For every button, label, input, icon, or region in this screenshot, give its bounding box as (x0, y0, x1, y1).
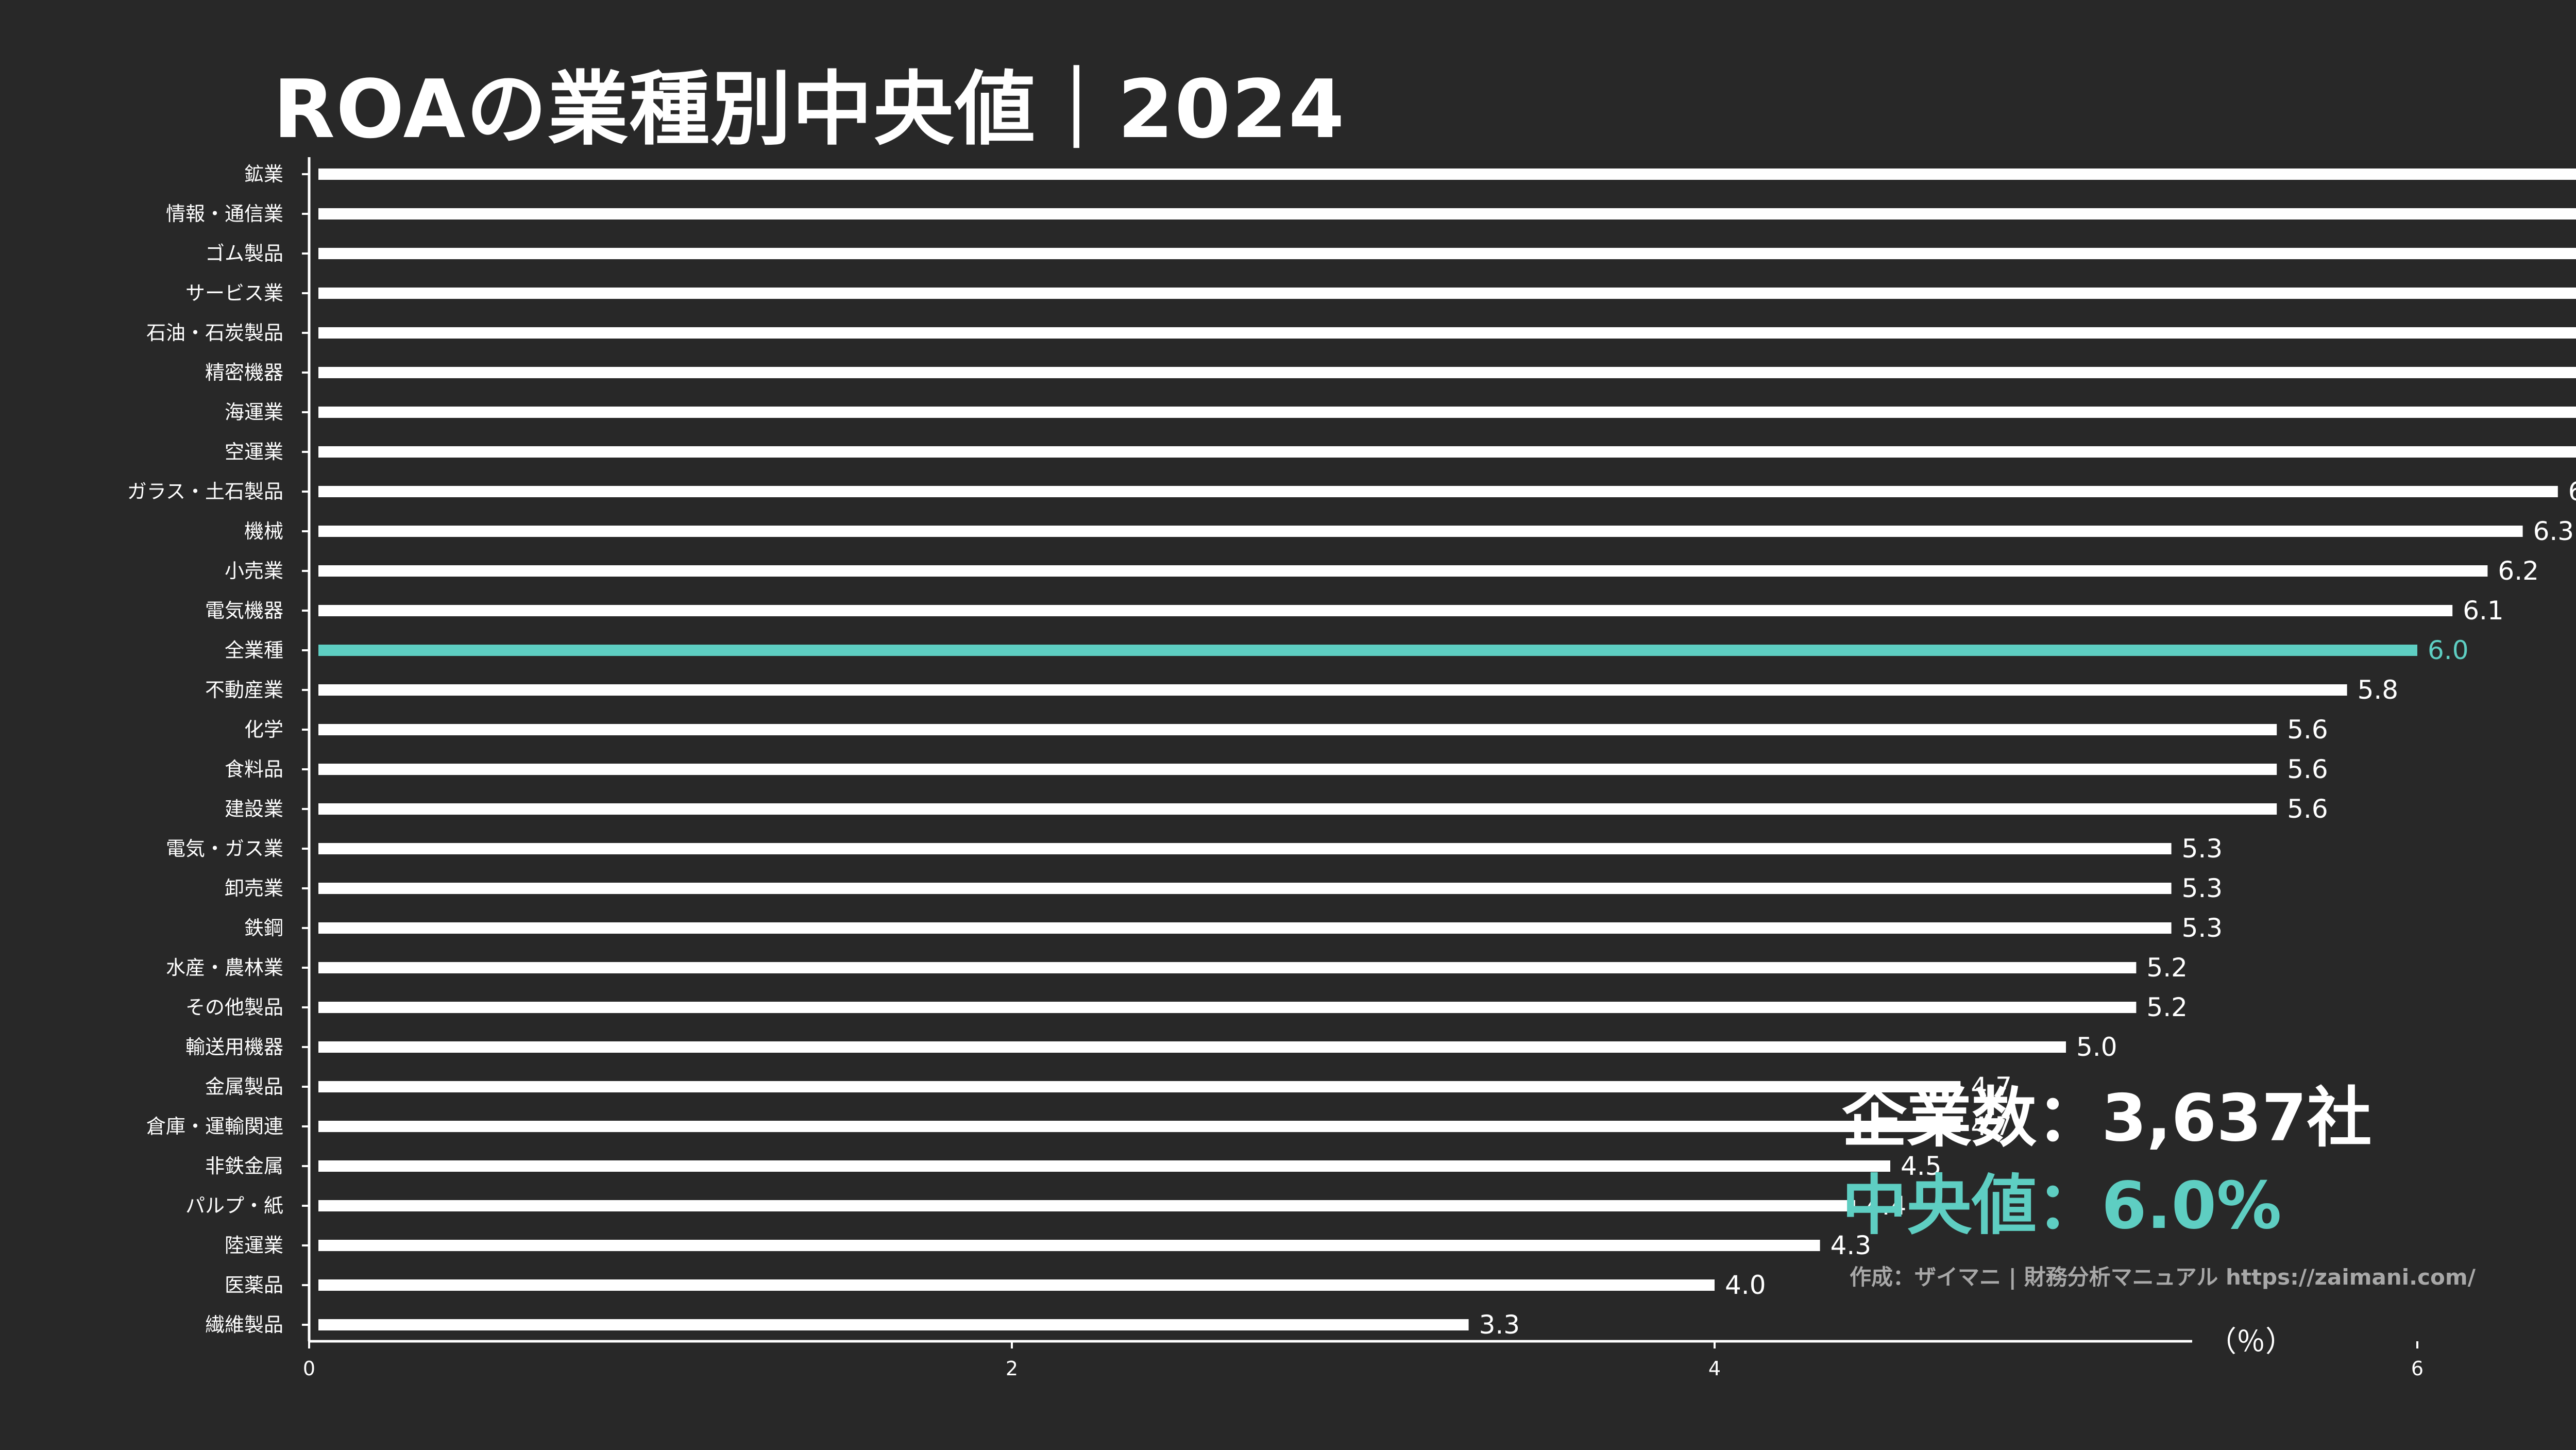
value-label: 5.3 (2182, 834, 2223, 864)
bars-layer: 鉱業10.7情報・通信業8.4ゴム製品7.3サービス業7.2石油・石炭製品7.2… (127, 163, 2576, 1340)
median-value: 中央値：6.0% (1842, 1168, 2282, 1243)
category-label: 卸売業 (225, 877, 283, 900)
value-label: 5.2 (2146, 992, 2188, 1022)
bar (318, 446, 2576, 458)
value-label: 4.7 (1971, 1072, 2012, 1102)
x-axis-label: （％） (2208, 1325, 2294, 1359)
x-tick-label: 6 (2411, 1357, 2424, 1380)
value-label: 5.8 (2358, 675, 2399, 705)
axes-layer: 0246810（％） (303, 157, 2424, 1380)
bar (318, 486, 2558, 497)
value-label: 6.4 (2568, 477, 2576, 507)
category-label: 金属製品 (205, 1075, 283, 1098)
value-label: 6.1 (2463, 596, 2504, 626)
category-label: その他製品 (185, 996, 283, 1019)
bar (318, 407, 2576, 418)
bar (318, 645, 2417, 656)
value-label: 6.0 (2428, 635, 2469, 665)
value-label: 4.5 (1901, 1151, 1942, 1181)
bar (318, 922, 2172, 934)
category-label: 輸送用機器 (185, 1036, 283, 1058)
bar (318, 208, 2576, 220)
value-label: 3.3 (1479, 1310, 1520, 1340)
value-label: 5.3 (2182, 873, 2223, 903)
x-tick-label: 2 (1006, 1357, 1018, 1380)
category-label: 海運業 (225, 401, 283, 424)
bar (318, 168, 2576, 180)
credit-text: 作成：ザイマニ | 財務分析マニュアル https://zaimani.com/ (1850, 1264, 2476, 1290)
bar (318, 565, 2488, 577)
bar (318, 1319, 1469, 1330)
bar (318, 1002, 2137, 1013)
category-label: 医薬品 (225, 1274, 283, 1296)
bar (318, 803, 2277, 815)
bar (318, 843, 2172, 854)
category-label: 全業種 (225, 639, 283, 662)
category-label: 精密機器 (205, 361, 283, 384)
bar (318, 605, 2453, 616)
bar (318, 684, 2347, 696)
value-label: 6.2 (2498, 556, 2539, 586)
bar (318, 1279, 1715, 1291)
category-label: 繊維製品 (205, 1313, 283, 1336)
bar (318, 1121, 1961, 1132)
category-label: 建設業 (225, 798, 283, 820)
bar (318, 1200, 1855, 1211)
value-label: 6.3 (2533, 516, 2574, 546)
chart-title: ROAの業種別中央値｜2024 (273, 62, 1346, 156)
category-label: 鉱業 (244, 163, 283, 186)
category-label: 陸運業 (225, 1234, 283, 1257)
category-label: パルプ・紙 (185, 1194, 283, 1217)
bar (318, 367, 2576, 378)
category-label: 倉庫・運輸関連 (146, 1115, 283, 1138)
bar (318, 724, 2277, 735)
category-label: 機械 (244, 520, 283, 543)
bar (318, 1041, 2066, 1053)
value-label: 4.3 (1831, 1230, 1872, 1260)
category-label: ゴム製品 (205, 242, 283, 265)
value-label: 4.0 (1725, 1270, 1766, 1300)
category-label: 電気機器 (205, 599, 283, 622)
category-label: 非鉄金属 (205, 1155, 283, 1177)
category-label: 石油・石炭製品 (146, 322, 283, 344)
value-label: 5.6 (2287, 715, 2328, 745)
value-label: 5.6 (2287, 754, 2328, 784)
bar (318, 327, 2576, 339)
value-label: 5.2 (2146, 953, 2188, 983)
bar (318, 962, 2137, 973)
bar (318, 1081, 1961, 1092)
value-label: 5.0 (2076, 1032, 2117, 1062)
bar (318, 1240, 1820, 1251)
category-label: ガラス・土石製品 (127, 480, 283, 503)
value-label: 5.3 (2182, 913, 2223, 943)
summary-box: 企業数：3,637社 中央値：6.0% (1842, 1074, 2372, 1250)
bar (318, 288, 2576, 299)
value-label: 5.6 (2287, 794, 2328, 824)
bar (318, 248, 2576, 259)
category-label: 化学 (244, 718, 283, 741)
bar (318, 764, 2277, 775)
bar (318, 883, 2172, 894)
category-label: 情報・通信業 (166, 203, 283, 225)
category-label: 小売業 (225, 560, 283, 582)
x-tick-label: 0 (303, 1357, 315, 1380)
bar (318, 526, 2523, 537)
value-label: 4.4 (1866, 1191, 1907, 1221)
category-label: サービス業 (185, 282, 283, 305)
category-label: 電気・ガス業 (166, 837, 283, 860)
x-tick-label: 4 (1708, 1357, 1721, 1380)
bar (318, 1160, 1890, 1172)
category-label: 食料品 (225, 758, 283, 781)
category-label: 空運業 (225, 441, 283, 463)
category-label: 不動産業 (205, 679, 283, 701)
value-label: 4.7 (1971, 1111, 2012, 1141)
category-label: 水産・農林業 (166, 956, 283, 979)
company-count: 企業数：3,637社 (1842, 1080, 2372, 1156)
category-label: 鉄鋼 (244, 917, 283, 939)
